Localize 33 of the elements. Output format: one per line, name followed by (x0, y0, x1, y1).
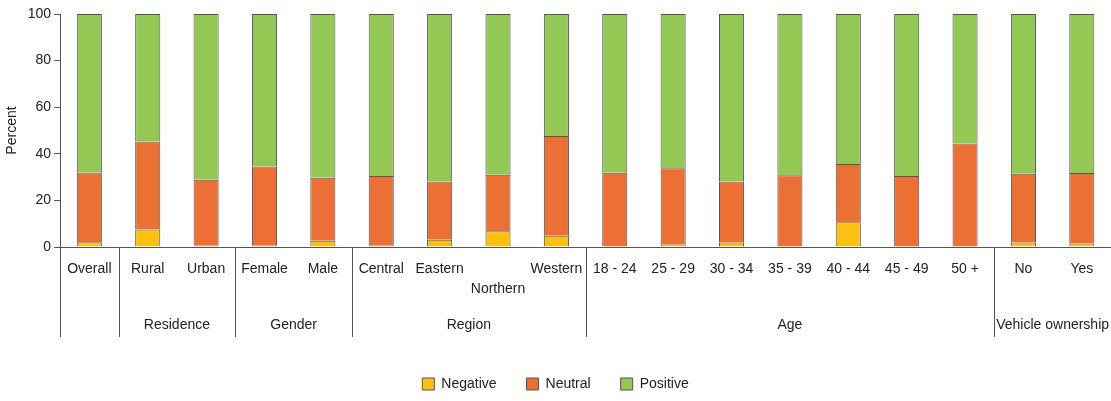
text: Residence (143, 315, 211, 332)
x-tick-label: 18 - 24 (592, 259, 637, 276)
x-tick-label: 50 + (951, 259, 979, 276)
legend-label: Neutral (545, 374, 591, 391)
x-tick-label: 45 - 49 (884, 259, 929, 276)
legend-label: Negative (441, 374, 497, 391)
y-tick-label: 40 (35, 144, 52, 161)
y-axis-title: Percent (3, 106, 20, 155)
y-tick-label: 0 (43, 237, 52, 254)
text: Vehicle ownership (996, 315, 1110, 332)
y-tick-label: 60 (35, 98, 52, 115)
x-tick-label: Overall (67, 259, 112, 276)
text: Age (777, 315, 803, 332)
text: Gender (270, 315, 318, 332)
x-tick-label: 40 - 44 (826, 259, 871, 276)
y-tick-label: 20 (35, 191, 52, 208)
x-tick-label: 35 - 39 (768, 259, 812, 276)
x-tick-label: Western (530, 259, 583, 276)
legend-label: Positive (639, 374, 689, 391)
x-tick-label: Rural (130, 259, 165, 276)
x-tick-label: No (1014, 259, 1033, 276)
x-tick-label: Eastern (415, 259, 464, 276)
x-tick-label: Female (241, 259, 289, 276)
y-tick-label: 80 (35, 51, 52, 68)
x-tick-label: Central (358, 259, 404, 276)
x-tick-label: Urban (187, 259, 226, 276)
x-tick-label: Northern (470, 279, 526, 296)
x-tick-label: 25 - 29 (651, 259, 696, 276)
text: Region (446, 315, 492, 332)
y-tick-label: 100 (27, 4, 52, 21)
x-tick-label: Male (307, 259, 339, 276)
x-tick-label: 30 - 34 (709, 259, 754, 276)
x-tick-label: Yes (1070, 259, 1094, 276)
